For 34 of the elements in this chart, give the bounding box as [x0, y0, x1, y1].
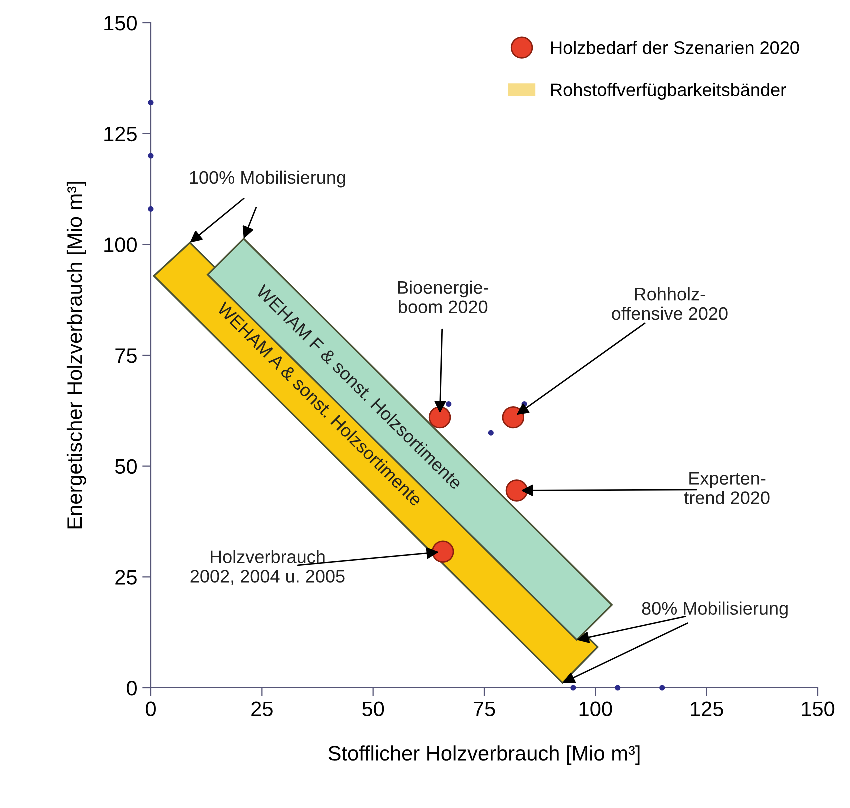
x-tick-label: 75: [474, 702, 496, 716]
y-tick-label: 75: [116, 348, 137, 364]
annotation: Rohholz- offensive 2020: [612, 287, 728, 320]
x-tick-label: 0: [146, 702, 156, 716]
annotation: Bioenergie- boom 2020: [398, 280, 489, 314]
legend-label: Rohstoffverfügbarkeitsbänder: [552, 83, 786, 100]
x-tick-label: 50: [362, 702, 384, 716]
x-tick-label: 150: [802, 702, 835, 716]
point: [502, 406, 525, 429]
y-axis-title: Energetischer Holzverbrauch [Mio m³]: [66, 182, 86, 529]
x-tick-label: 25: [252, 702, 273, 716]
y-tick-label: 0: [127, 681, 137, 696]
point: [148, 153, 154, 159]
x-tick-label: 125: [691, 702, 724, 716]
annotation: 100% Mobilisierung: [190, 170, 346, 188]
point: [488, 430, 494, 436]
x-tick-label: 100: [580, 702, 612, 716]
point: [148, 100, 154, 106]
legend-label: Holzbedarf der Szenarien 2020: [552, 41, 800, 54]
y-tick-label: 100: [104, 238, 137, 252]
point: [615, 685, 621, 691]
y-tick-label: 125: [104, 126, 137, 142]
point: [432, 540, 454, 564]
point: [660, 685, 666, 691]
annotation: Holzverbrauch 2002, 2004 u. 2005: [190, 550, 345, 586]
y-tick-label: 25: [116, 570, 137, 585]
annotation: 80% Mobilisierung: [642, 602, 788, 619]
y-tick-label: 150: [104, 16, 137, 31]
annotation: Experten- trend 2020: [684, 472, 770, 504]
point: [506, 480, 528, 502]
point: [570, 685, 576, 691]
point: [148, 206, 154, 212]
x-axis-title: Stofflicher Holzverbrauch [Mio m³]: [328, 746, 640, 766]
y-tick-label: 50: [115, 459, 137, 474]
